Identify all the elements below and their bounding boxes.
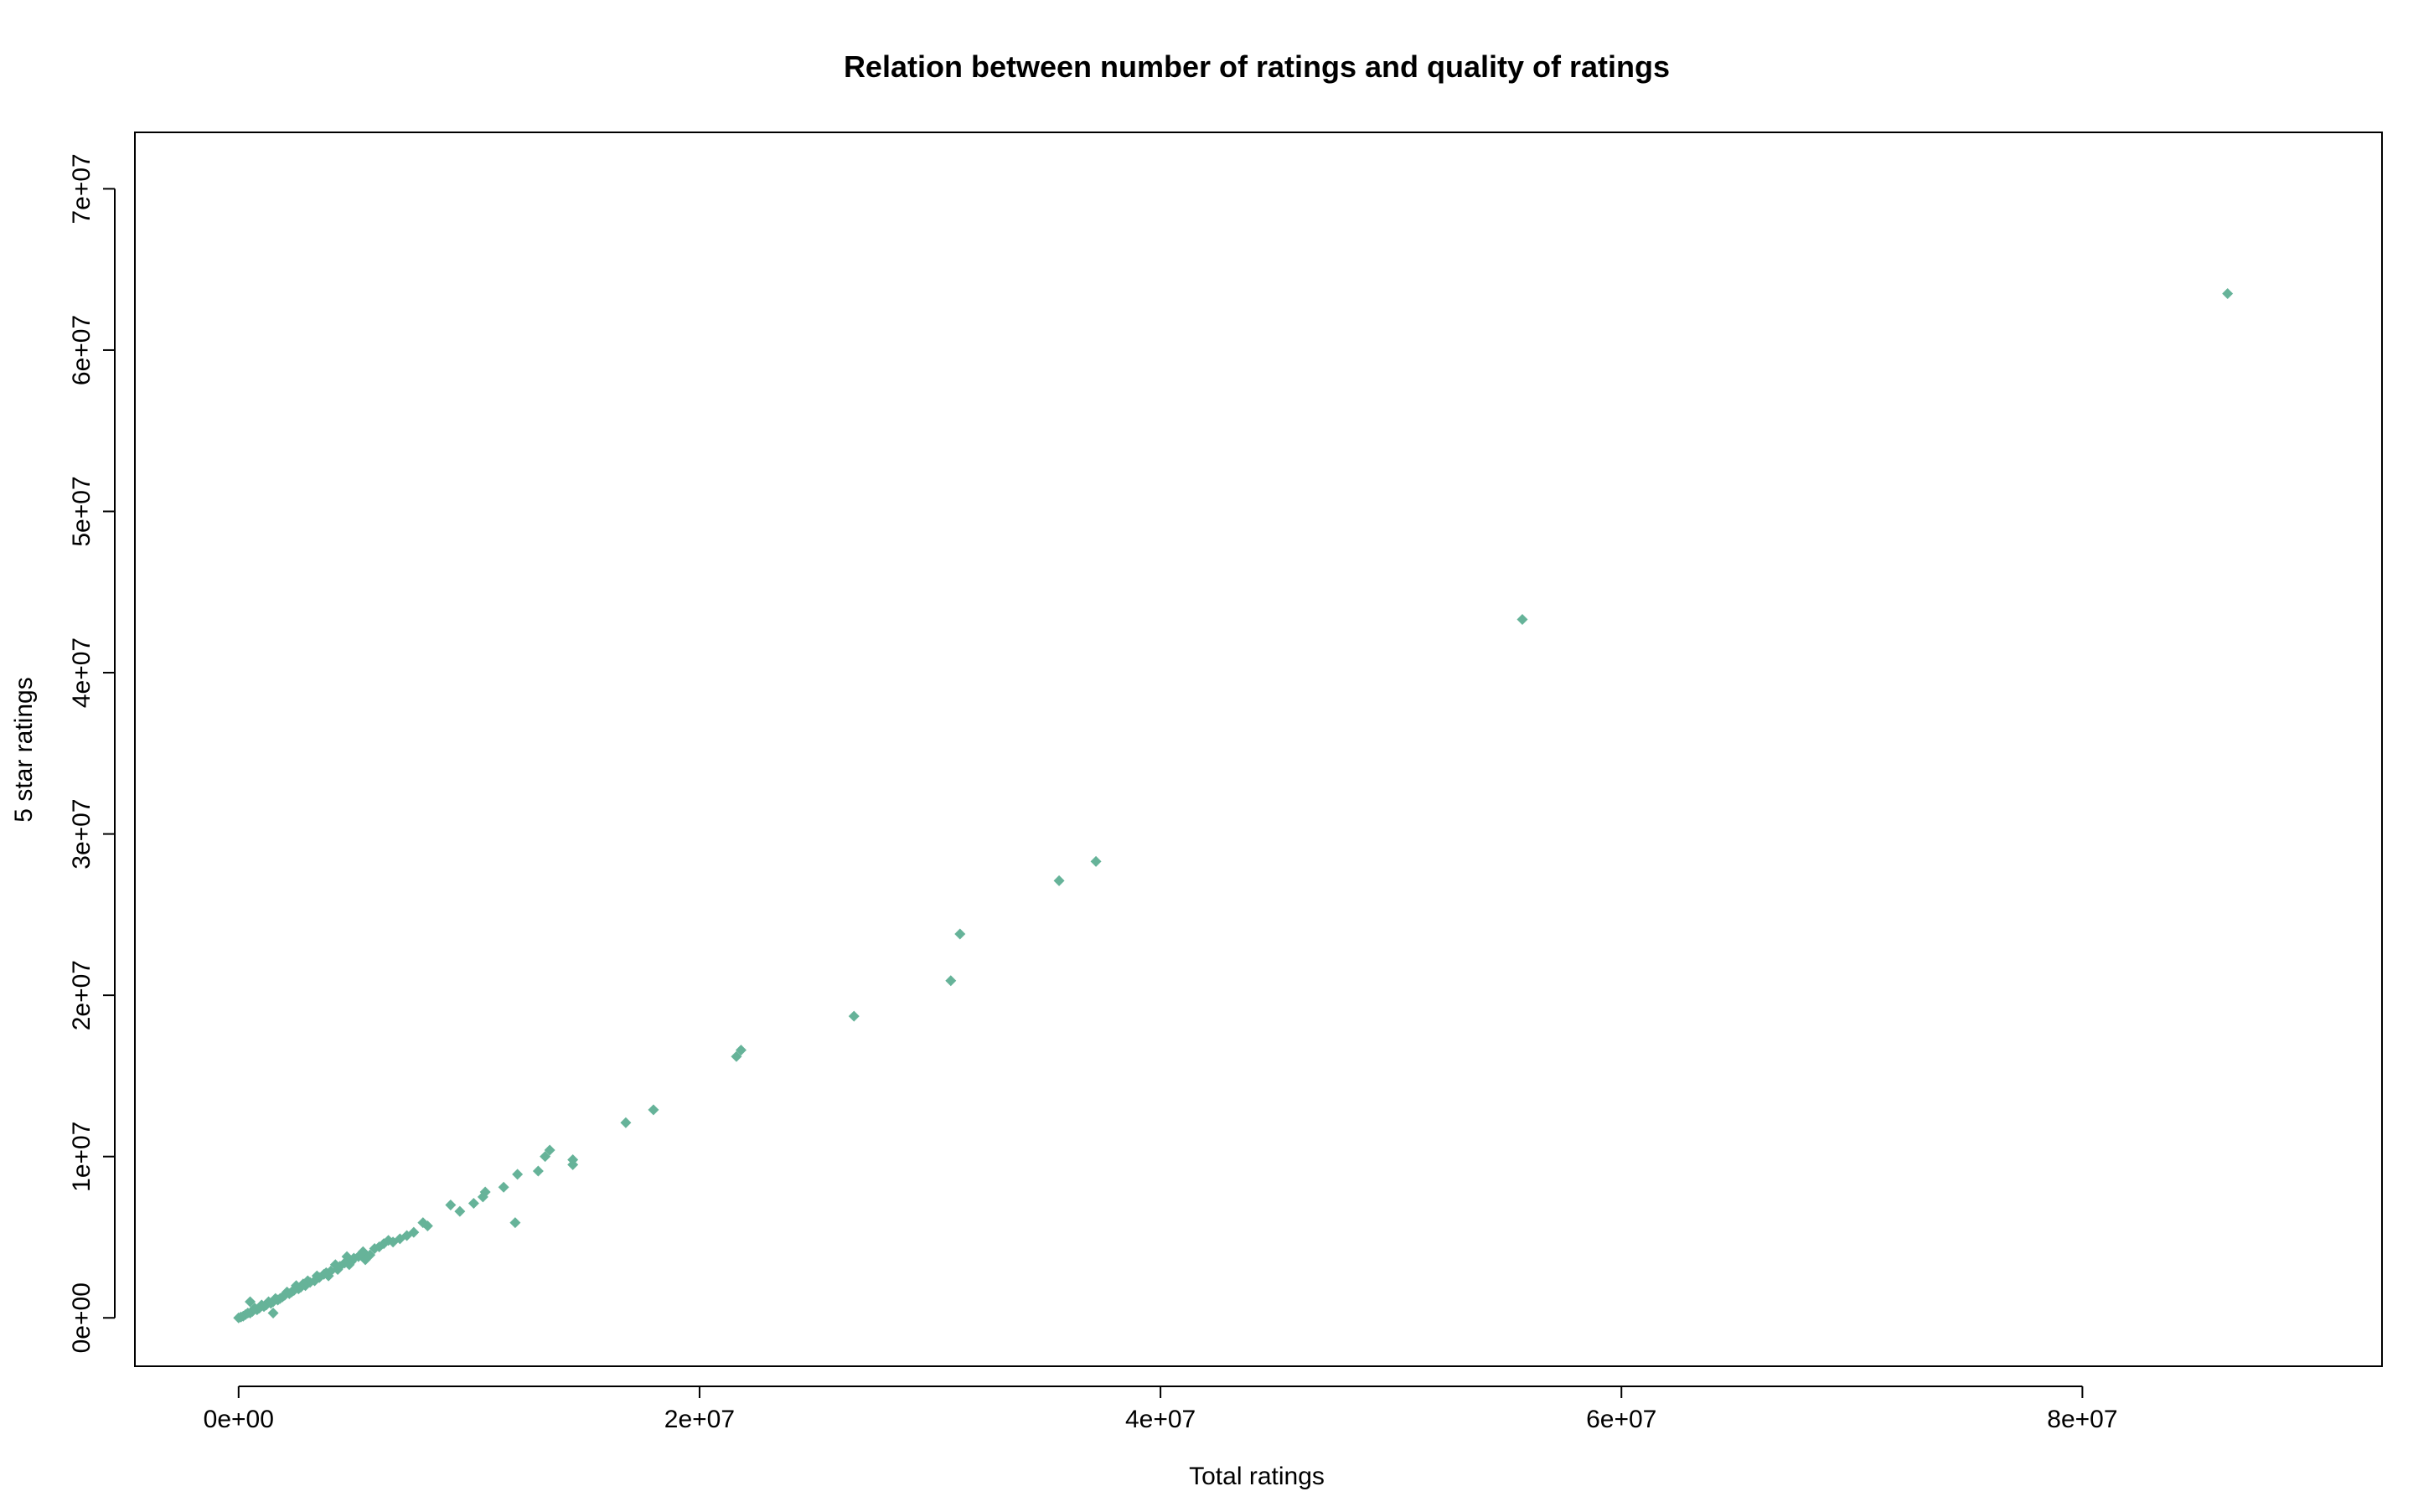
data-point (1053, 875, 1065, 886)
x-axis-label: Total ratings (1189, 1463, 1325, 1490)
data-point (544, 1144, 555, 1156)
chart-title: Relation between number of ratings and q… (844, 49, 1670, 84)
y-tick-label: 0e+00 (68, 1282, 96, 1353)
data-point (369, 1242, 380, 1254)
y-tick-label: 6e+07 (68, 315, 96, 385)
data-point (468, 1198, 479, 1210)
x-axis: 0e+00 2e+07 4e+07 6e+07 8e+07 (204, 1386, 2118, 1433)
data-point (417, 1217, 429, 1229)
y-axis-label: 5 star ratings (10, 677, 38, 822)
data-point (512, 1169, 524, 1180)
data-point (954, 928, 966, 940)
data-point (267, 1307, 279, 1318)
x-tick-label: 6e+07 (1586, 1406, 1656, 1433)
data-point (233, 1312, 245, 1324)
y-tick-label: 1e+07 (68, 1122, 96, 1192)
data-points (233, 288, 2234, 1324)
data-point (1517, 613, 1528, 625)
data-point (2222, 288, 2234, 300)
y-tick-label: 5e+07 (68, 476, 96, 546)
data-point (477, 1191, 488, 1203)
y-tick-label: 4e+07 (68, 637, 96, 708)
x-tick-label: 2e+07 (664, 1406, 735, 1433)
data-point (532, 1165, 544, 1177)
data-point (620, 1117, 632, 1128)
data-point (329, 1259, 341, 1271)
x-tick-label: 8e+07 (2047, 1406, 2117, 1433)
data-point (509, 1217, 521, 1229)
y-tick-label: 7e+07 (68, 153, 96, 224)
data-point (1090, 855, 1102, 867)
data-point (735, 1045, 747, 1056)
data-point (848, 1010, 860, 1022)
data-point (731, 1050, 742, 1062)
x-tick-label: 4e+07 (1125, 1406, 1196, 1433)
y-tick-label: 3e+07 (68, 798, 96, 869)
data-point (540, 1151, 551, 1163)
data-point (454, 1205, 466, 1217)
y-tick-label: 2e+07 (68, 960, 96, 1030)
data-point (498, 1181, 509, 1193)
data-point (648, 1104, 659, 1116)
y-axis: 0e+00 1e+07 2e+07 3e+07 4e+07 5e+07 6e+07 7e+07 (68, 153, 116, 1353)
plot-frame (134, 132, 2383, 1367)
x-tick-label: 0e+00 (204, 1406, 274, 1433)
data-point (445, 1199, 457, 1210)
data-point (567, 1159, 579, 1170)
data-point (245, 1296, 256, 1308)
data-point (945, 975, 957, 987)
